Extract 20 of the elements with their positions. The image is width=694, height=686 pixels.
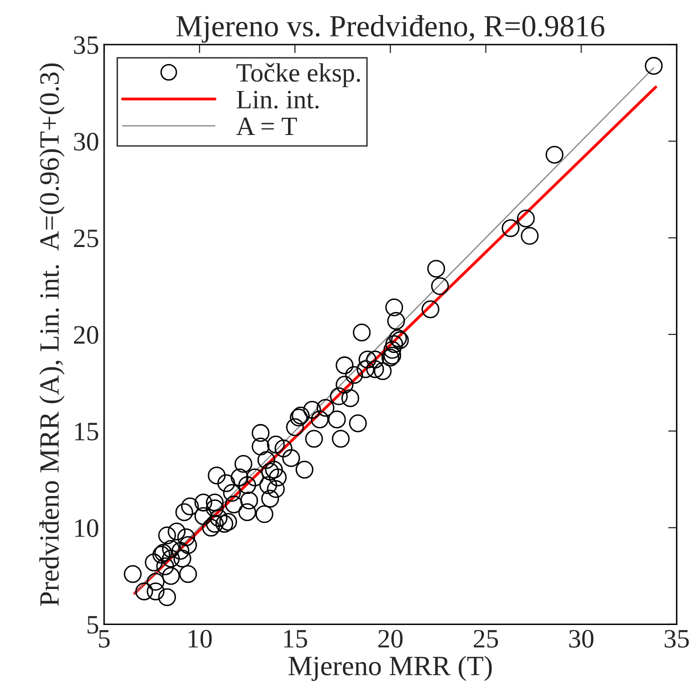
- y-axis-title: Predviđeno MRR (A), Lin. int. A=(0.96)T+(0.3): [39, 63, 65, 606]
- y-tick-label: 15: [75, 422, 98, 440]
- y-tick-label: 25: [74, 229, 98, 248]
- y-tick-label: 20: [74, 326, 98, 344]
- x-tick-label: 35: [664, 630, 689, 648]
- x-tick-label: 5: [99, 630, 110, 648]
- y-tick-label: 35: [74, 36, 98, 54]
- legend-label: Lin. int.: [236, 90, 319, 109]
- legend-label: A = T: [236, 118, 297, 135]
- y-tick-label: 10: [75, 519, 98, 538]
- legend-label: Točke eksp.: [236, 63, 360, 88]
- x-tick-label: 25: [474, 630, 498, 648]
- x-tick-label: 20: [378, 630, 403, 648]
- x-tick-label: 10: [188, 630, 212, 648]
- x-tick-label: 15: [284, 630, 308, 648]
- x-tick-label: 30: [569, 630, 594, 648]
- y-tick-label: 30: [74, 132, 98, 151]
- x-axis-title: Mjereno MRR (T): [288, 656, 492, 682]
- chart-title: Mjereno vs. Predviđeno, R=0.9816: [176, 15, 604, 43]
- y-tick-label: 5: [88, 616, 98, 634]
